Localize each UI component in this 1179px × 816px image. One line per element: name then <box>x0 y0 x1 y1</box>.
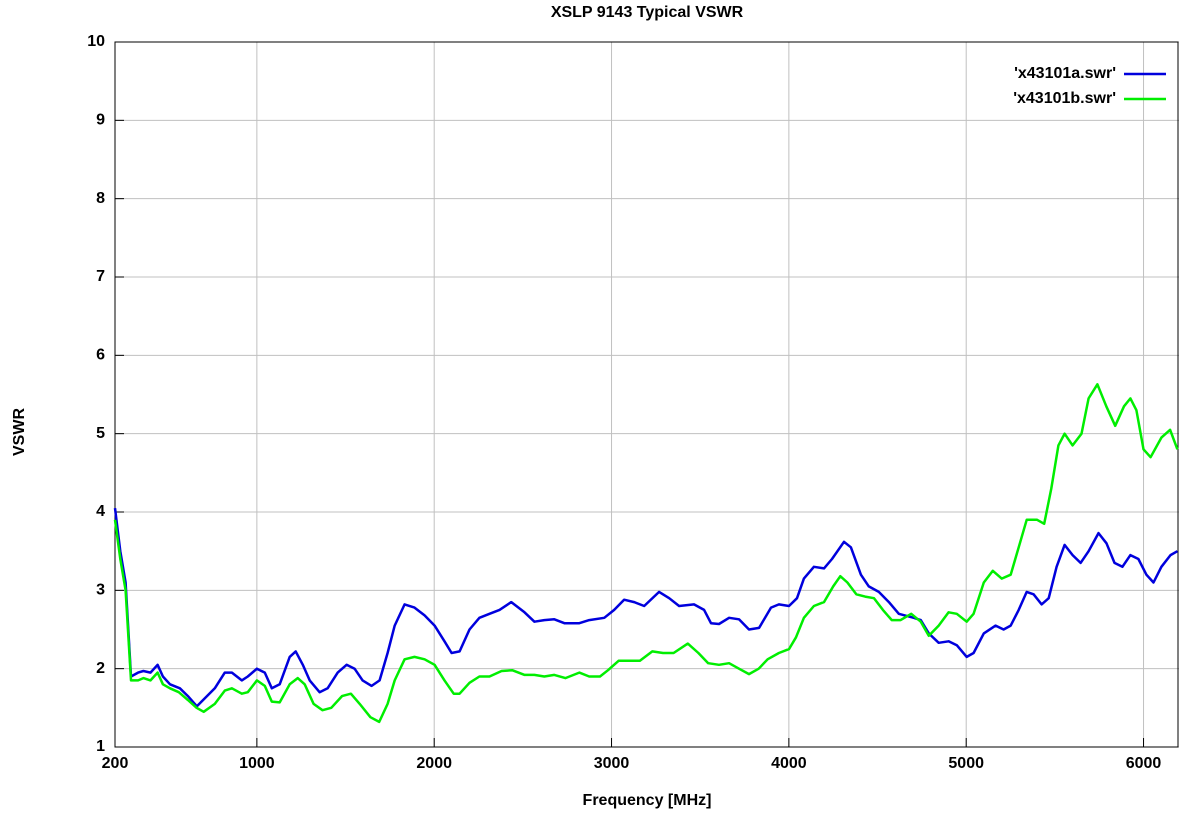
y-tick-label: 2 <box>96 660 105 677</box>
x-tick-label: 2000 <box>416 755 452 772</box>
y-tick-label: 3 <box>96 582 105 599</box>
y-tick-label: 9 <box>96 112 105 129</box>
x-tick-label: 200 <box>102 755 129 772</box>
x-tick-label: 3000 <box>594 755 630 772</box>
x-tick-label: 4000 <box>771 755 807 772</box>
series-line <box>113 383 1179 724</box>
legend-label: 'x43101b.swr' <box>1013 90 1116 107</box>
y-tick-label: 10 <box>87 33 105 50</box>
x-tick-label: 5000 <box>948 755 984 772</box>
plot-frame <box>114 41 1179 748</box>
y-tick-label: 4 <box>96 503 105 520</box>
x-tick-label: 6000 <box>1126 755 1162 772</box>
legend-label: 'x43101a.swr' <box>1014 65 1116 82</box>
y-tick-label: 5 <box>96 425 105 442</box>
y-tick-label: 7 <box>96 268 105 285</box>
y-axis-label: VSWR <box>11 408 28 456</box>
y-tick-label: 8 <box>96 190 105 207</box>
y-tick-label: 1 <box>96 738 105 755</box>
y-tick-label: 6 <box>96 347 105 364</box>
x-axis-label: Frequency [MHz] <box>583 792 712 809</box>
chart-title: XSLP 9143 Typical VSWR <box>551 4 744 21</box>
x-tick-label: 1000 <box>239 755 275 772</box>
series-line <box>113 507 1179 708</box>
